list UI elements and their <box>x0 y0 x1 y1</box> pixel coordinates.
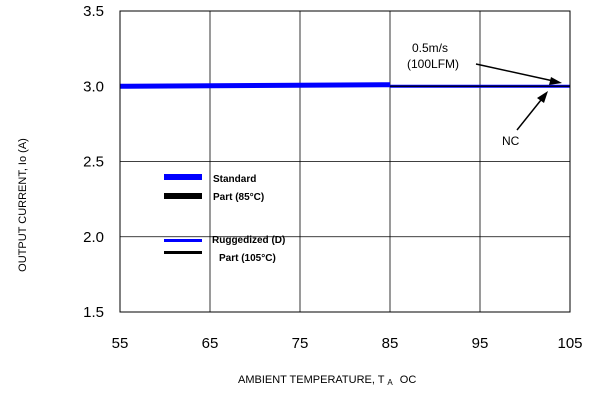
annotation-nc: NC <box>502 91 548 148</box>
annotation-airflow-arrow <box>475 63 559 83</box>
legend-label-standard: Standard <box>213 174 256 185</box>
annotation-nc-arrow <box>516 94 546 131</box>
legend-swatch-standard-black <box>164 193 202 199</box>
legend-swatch-ruggedized-black <box>164 251 202 254</box>
y-tick-label-4: 3.5 <box>83 3 104 20</box>
y-tick-label-2: 2.5 <box>83 154 104 171</box>
x-tick-label-5: 105 <box>557 335 582 352</box>
series-layer <box>119 82 570 89</box>
annotation-airflow-line1: 0.5m/s <box>412 41 448 55</box>
x-tick-label-1: 65 <box>202 335 219 352</box>
legend-swatch-standard-blue <box>164 174 202 180</box>
plot-frame <box>119 10 571 313</box>
x-axis-title-main: AMBIENT TEMPERATURE, T <box>238 374 385 386</box>
x-axis-title-unit: OC <box>400 374 417 386</box>
legend-label-ruggedized: Ruggedized (D) <box>212 235 285 246</box>
annotation-airflow-line2: (100LFM) <box>407 57 459 71</box>
y-tick-label-0: 1.5 <box>83 304 104 321</box>
x-axis-title: AMBIENT TEMPERATURE, T A OC <box>238 374 416 388</box>
x-tick-label-2: 75 <box>292 335 309 352</box>
y-tick-labels: 1.5 2.0 2.5 3.0 3.5 <box>83 3 104 321</box>
x-tick-label-3: 85 <box>382 335 399 352</box>
x-tick-label-0: 55 <box>112 335 129 352</box>
legend-label-ruggedized-line2: Part (105°C) <box>219 253 276 264</box>
annotation-airflow: 0.5m/s (100LFM) <box>407 41 562 85</box>
legend-swatch-ruggedized-blue <box>164 239 202 242</box>
y-axis-title: OUTPUT CURRENT, Io (A) <box>17 138 29 272</box>
x-tick-label-4: 95 <box>472 335 489 352</box>
x-axis-title-subscript: A <box>387 378 393 387</box>
svg-text:AMBIENT TEMPERATURE, T A: AMBIENT TEMPERATURE, T A OC <box>238 374 416 388</box>
annotation-nc-label: NC <box>502 134 520 148</box>
annotation-nc-arrowhead <box>537 91 548 103</box>
y-tick-label-1: 2.0 <box>83 229 104 246</box>
annotation-airflow-arrowhead <box>549 77 562 85</box>
legend: Standard Part (85°C) Ruggedized (D) Part… <box>164 174 285 264</box>
series-line-0 <box>119 82 391 89</box>
x-tick-labels: 55 65 75 85 95 105 <box>112 335 583 352</box>
y-tick-label-3: 3.0 <box>83 78 104 95</box>
legend-label-standard-line2: Part (85°C) <box>213 192 264 203</box>
